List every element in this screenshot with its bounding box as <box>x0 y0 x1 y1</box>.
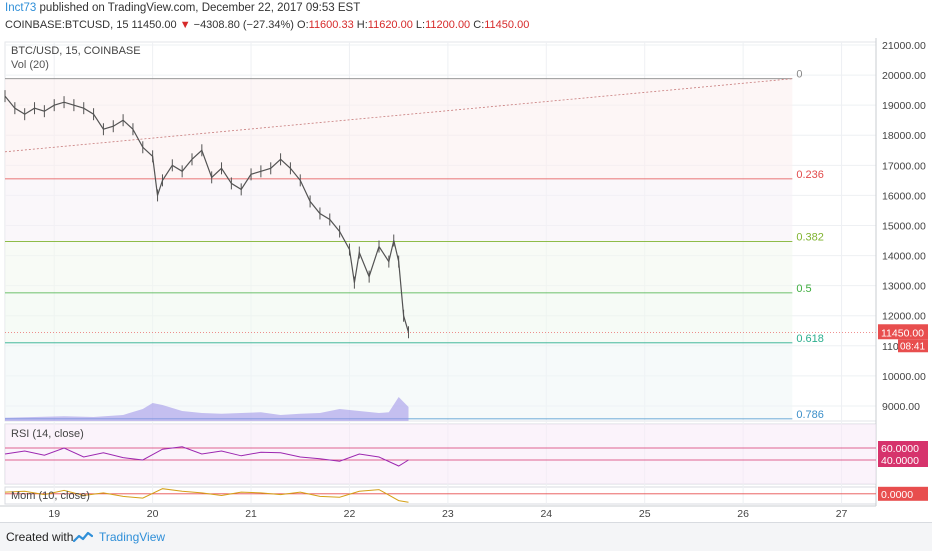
last-price-badge-label: 11450.00 <box>881 327 924 339</box>
high-value: 11620.00 <box>367 19 413 31</box>
open-value: 11600.33 <box>308 19 354 31</box>
y-tick-label: 18000.00 <box>882 130 926 142</box>
x-tick-label: 27 <box>836 508 848 520</box>
y-tick-label: 21000.00 <box>882 40 926 52</box>
fib-zone <box>5 178 793 242</box>
x-tick-label: 22 <box>344 508 356 520</box>
chart-area[interactable]: 0 0.236 0.382 0.5 0.618 0.786 BTC/USD, 15, COI… <box>0 38 932 522</box>
price-pane-title: BTC/USD, 15, COINBASE <box>11 45 141 57</box>
fib-label: 0.618 <box>796 333 824 345</box>
tradingview-logo-icon[interactable] <box>73 529 93 545</box>
author-link[interactable]: Inct73 <box>5 2 37 14</box>
rsi-title: RSI (14, close) <box>11 428 84 440</box>
last-price: 11450.00 <box>131 19 177 31</box>
y-tick-label: 14000.00 <box>882 251 926 263</box>
last-price-badge <box>878 324 928 340</box>
fib-label: 0.5 <box>796 283 811 295</box>
close-label: C: <box>473 19 485 31</box>
down-arrow-icon: ▼ <box>179 19 191 31</box>
mom-line <box>4 488 409 503</box>
y-tick-label: 10000.00 <box>882 371 926 383</box>
footer-bar: Created with TradingView <box>0 522 932 551</box>
rsi-tick-badge <box>878 441 928 455</box>
countdown-badge-label: 08:41 <box>900 341 925 352</box>
price-line <box>4 95 410 333</box>
rsi-tick-label: 40.0000 <box>881 455 919 467</box>
y-tick-label: 13000.00 <box>882 281 926 293</box>
symbol-label: COINBASE:BTCUSD, 15 <box>5 19 129 31</box>
fib-label: 0.382 <box>796 231 824 243</box>
x-tick-label: 23 <box>442 508 454 520</box>
rsi-band-fill <box>5 424 876 484</box>
fib-zone <box>5 292 793 343</box>
mom-tick-badge <box>878 486 928 501</box>
y-tick-label: 9000.00 <box>882 401 920 413</box>
ohlc-line: COINBASE:BTCUSD, 15 11450.00 ▼ −4308.80 … <box>5 19 529 31</box>
fib-zone <box>5 78 793 179</box>
x-tick-label: 19 <box>48 508 60 520</box>
fib-label: 0 <box>796 69 802 81</box>
low-value: 11200.00 <box>425 19 471 31</box>
mom-pane <box>4 486 877 505</box>
price-change: −4308.80 (−27.34%) <box>193 19 294 31</box>
rsi-line <box>4 446 409 467</box>
publish-line: Inct73 published on TradingView.com, Dec… <box>5 2 360 14</box>
x-tick-label: 20 <box>147 508 159 520</box>
fib-label: 0.786 <box>796 409 824 421</box>
published-text: published on TradingView.com, December 2… <box>36 2 361 14</box>
chart-svg[interactable]: 0 0.236 0.382 0.5 0.618 0.786 BTC/USD, 15, COI… <box>0 38 932 522</box>
created-with-text: Created with <box>6 530 74 544</box>
mom-title: Mom (10, close) <box>11 490 90 502</box>
y-tick-label: 20000.00 <box>882 70 926 82</box>
high-label: H: <box>356 19 368 31</box>
tradingview-brand[interactable]: TradingView <box>99 530 166 544</box>
open-label: O: <box>297 19 309 31</box>
y-tick-label: 16000.00 <box>882 190 926 202</box>
x-tick-label: 26 <box>737 508 749 520</box>
mom-tick-label: 0.0000 <box>881 489 913 501</box>
x-tick-label: 21 <box>245 508 257 520</box>
x-tick-label: 25 <box>639 508 651 520</box>
rsi-tick-badge <box>878 453 928 467</box>
y-tick-label: 19000.00 <box>882 100 926 112</box>
countdown-badge <box>898 339 928 353</box>
rsi-tick-label: 60.0000 <box>881 443 919 455</box>
fib-label: 0.236 <box>796 169 824 181</box>
y-tick-label: 17000.00 <box>882 160 926 172</box>
chart-header: Inct73 published on TradingView.com, Dec… <box>0 0 932 38</box>
x-tick-label: 24 <box>540 508 552 520</box>
volume-label: Vol (20) <box>11 59 49 71</box>
y-tick-label: 15000.00 <box>882 220 926 232</box>
y-tick-label: 12000.00 <box>882 311 926 323</box>
close-value: 11450.00 <box>484 19 530 31</box>
volume-area <box>5 397 409 421</box>
low-label: L: <box>415 19 426 31</box>
